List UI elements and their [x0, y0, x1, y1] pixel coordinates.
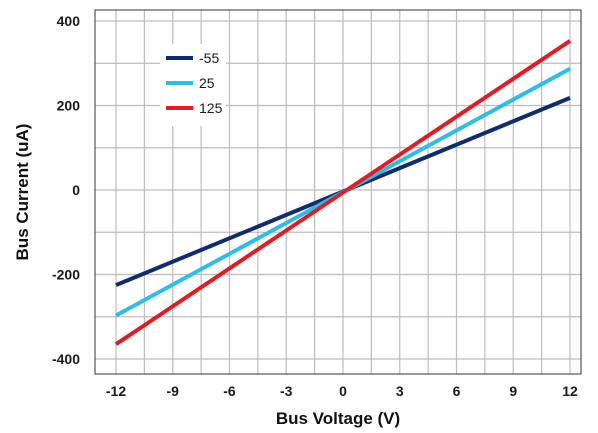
x-tick-label: 12 — [562, 383, 578, 399]
legend: -55 25 125 — [160, 44, 226, 126]
x-tick-label: -3 — [280, 383, 293, 399]
x-tick-label: 6 — [453, 383, 461, 399]
legend-label: 125 — [199, 100, 223, 116]
legend-label: -55 — [199, 50, 219, 66]
y-tick-label: 200 — [57, 98, 81, 114]
x-tick-label: 0 — [339, 383, 347, 399]
x-tick-label: -12 — [106, 383, 126, 399]
y-tick-labels: -400 -200 0 200 400 — [52, 13, 80, 367]
y-tick-label: 400 — [57, 13, 81, 29]
y-tick-label: 0 — [72, 182, 80, 198]
x-tick-label: 3 — [396, 383, 404, 399]
y-axis-title: Bus Current (uA) — [13, 124, 32, 261]
x-tick-label: -6 — [223, 383, 236, 399]
x-axis-title: Bus Voltage (V) — [276, 409, 400, 428]
plot-frame — [94, 9, 582, 375]
y-tick-label: -400 — [52, 351, 80, 367]
series-lines — [114, 39, 572, 346]
x-tick-label: 9 — [509, 383, 517, 399]
x-tick-labels: -12 -9 -6 -3 0 3 6 9 12 — [106, 383, 578, 399]
legend-label: 25 — [199, 75, 215, 91]
series-line — [114, 39, 572, 346]
x-tick-label: -9 — [167, 383, 180, 399]
y-tick-label: -200 — [52, 267, 80, 283]
